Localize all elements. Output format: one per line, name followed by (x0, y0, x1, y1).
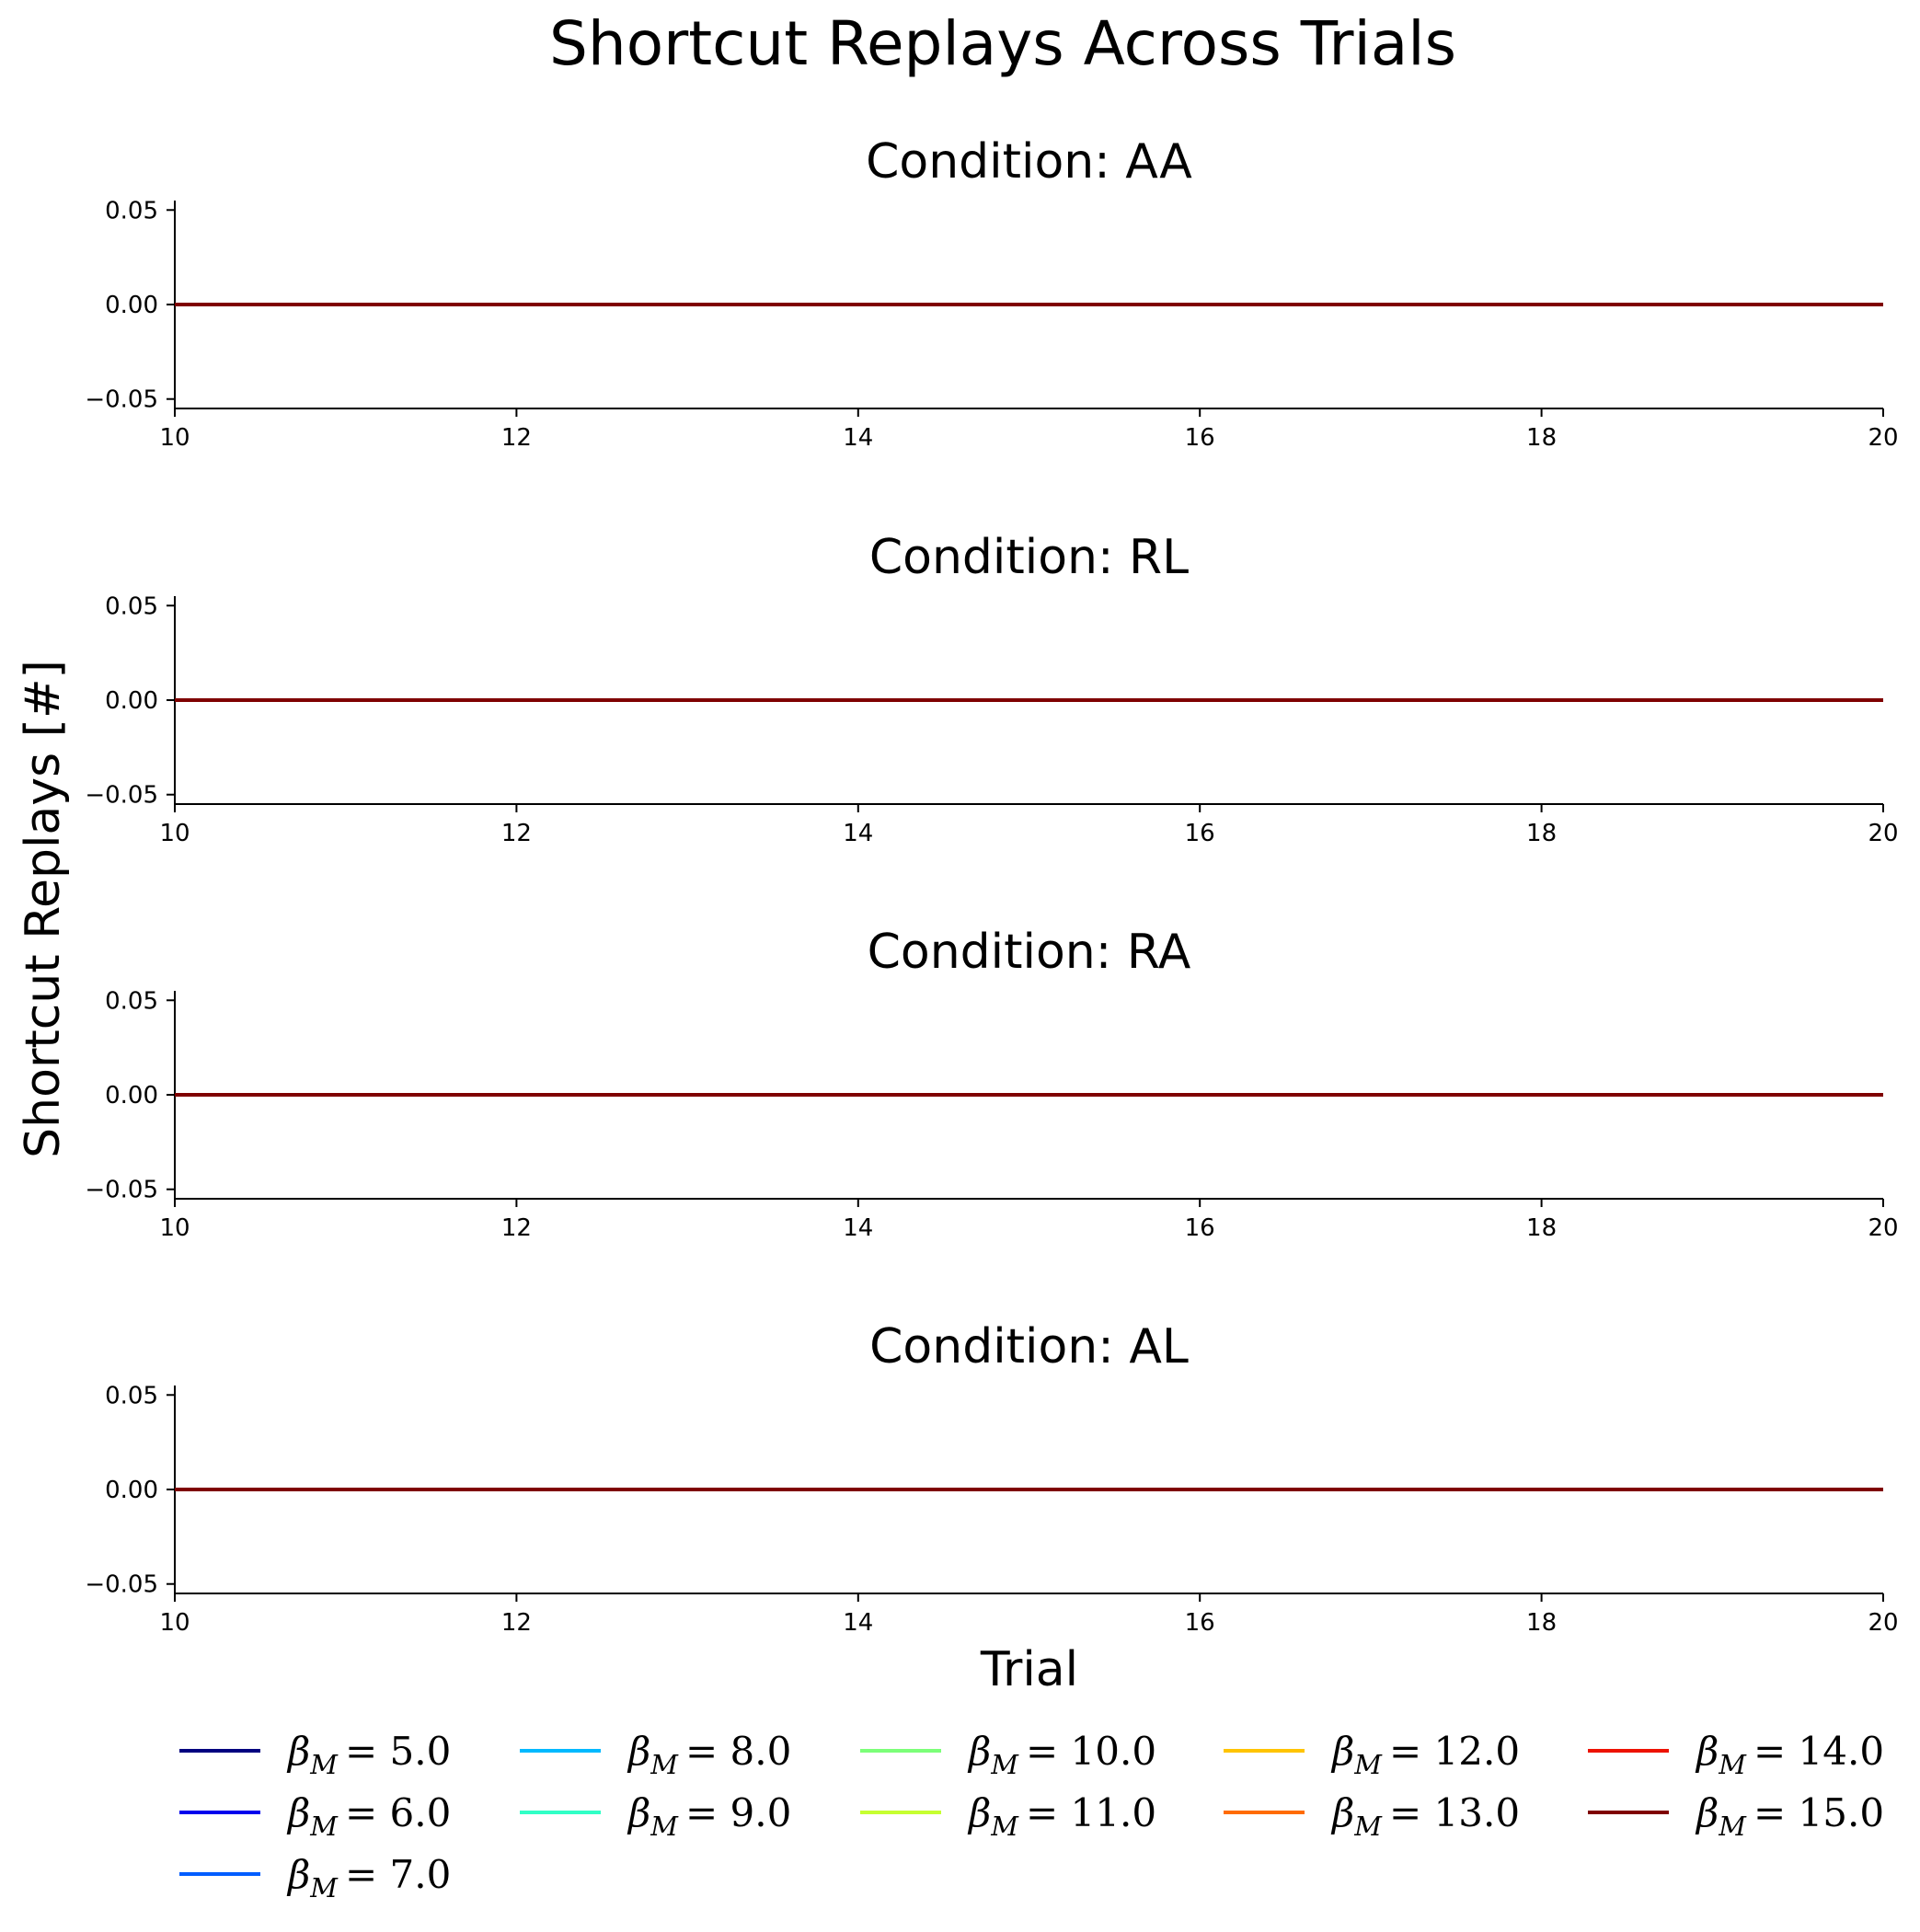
y-tick-label: −0.05 (85, 782, 158, 810)
legend-label: βM = 15.0 (1695, 1790, 1884, 1842)
x-tick-label: 20 (1868, 1609, 1898, 1637)
x-tick-label: 18 (1526, 1214, 1557, 1242)
y-tick-label: 0.00 (105, 687, 158, 715)
subplot-title: Condition: AA (866, 134, 1192, 190)
legend-item-beta-10.0: βM = 10.0 (860, 1729, 1156, 1780)
y-tick-label: 0.05 (105, 592, 158, 620)
legend-item-beta-8.0: βM = 8.0 (520, 1729, 791, 1780)
legend-item-beta-11.0: βM = 11.0 (860, 1790, 1156, 1842)
x-tick-label: 20 (1868, 1214, 1898, 1242)
subplot-title: Condition: AL (869, 1319, 1189, 1374)
x-tick-label: 14 (843, 424, 873, 452)
x-tick-label: 10 (159, 820, 190, 847)
x-tick-label: 10 (159, 1214, 190, 1242)
legend-item-beta-9.0: βM = 9.0 (520, 1790, 791, 1842)
x-tick-label: 16 (1185, 1609, 1215, 1637)
legend: βM = 5.0 βM = 6.0 βM = 7.0 βM = 8.0 βM = 9.0 βM = 1… (179, 1729, 1884, 1903)
chart-title: Shortcut Replays Across Trials (549, 8, 1456, 79)
x-tick-label: 10 (159, 424, 190, 452)
x-tick-label: 12 (501, 820, 532, 847)
x-tick-label: 18 (1526, 1609, 1557, 1637)
legend-item-beta-13.0: βM = 13.0 (1224, 1790, 1520, 1842)
y-tick-label: 0.00 (105, 1477, 158, 1504)
legend-item-beta-5.0: βM = 5.0 (179, 1729, 451, 1780)
legend-label: βM = 6.0 (286, 1790, 451, 1842)
legend-label: βM = 11.0 (967, 1790, 1156, 1842)
legend-label: βM = 8.0 (627, 1729, 791, 1780)
y-tick-label: 0.05 (105, 1382, 158, 1409)
x-tick-label: 14 (843, 1609, 873, 1637)
x-tick-label: 12 (501, 1609, 532, 1637)
legend-label: βM = 12.0 (1330, 1729, 1520, 1780)
x-tick-label: 18 (1526, 820, 1557, 847)
legend-item-beta-12.0: βM = 12.0 (1224, 1729, 1520, 1780)
y-tick-label: −0.05 (85, 1177, 158, 1204)
subplot-title: Condition: RA (868, 925, 1191, 980)
x-axis-label: Trial (980, 1642, 1078, 1697)
x-tick-label: 14 (843, 820, 873, 847)
x-tick-label: 20 (1868, 820, 1898, 847)
subplot-title: Condition: RL (869, 530, 1189, 585)
legend-label: βM = 13.0 (1330, 1790, 1520, 1842)
x-tick-label: 18 (1526, 424, 1557, 452)
x-tick-label: 16 (1185, 820, 1215, 847)
y-tick-label: −0.05 (85, 386, 158, 414)
legend-label: βM = 9.0 (627, 1790, 791, 1842)
y-tick-label: 0.05 (105, 987, 158, 1015)
y-axis-label: Shortcut Replays [#] (16, 660, 71, 1158)
x-tick-label: 12 (501, 1214, 532, 1242)
legend-label: βM = 10.0 (967, 1729, 1156, 1780)
x-tick-label: 14 (843, 1214, 873, 1242)
x-tick-label: 20 (1868, 424, 1898, 452)
x-tick-label: 16 (1185, 1214, 1215, 1242)
x-tick-label: 10 (159, 1609, 190, 1637)
y-tick-label: 0.00 (105, 1082, 158, 1110)
legend-item-beta-14.0: βM = 14.0 (1588, 1729, 1884, 1780)
legend-item-beta-7.0: βM = 7.0 (179, 1852, 451, 1903)
x-tick-label: 16 (1185, 424, 1215, 452)
legend-label: βM = 5.0 (286, 1729, 451, 1780)
y-tick-label: 0.00 (105, 292, 158, 319)
legend-item-beta-6.0: βM = 6.0 (179, 1790, 451, 1842)
y-tick-label: −0.05 (85, 1571, 158, 1599)
x-tick-label: 12 (501, 424, 532, 452)
legend-label: βM = 7.0 (286, 1852, 451, 1903)
y-tick-label: 0.05 (105, 197, 158, 224)
legend-label: βM = 14.0 (1695, 1729, 1884, 1780)
legend-item-beta-15.0: βM = 15.0 (1588, 1790, 1884, 1842)
